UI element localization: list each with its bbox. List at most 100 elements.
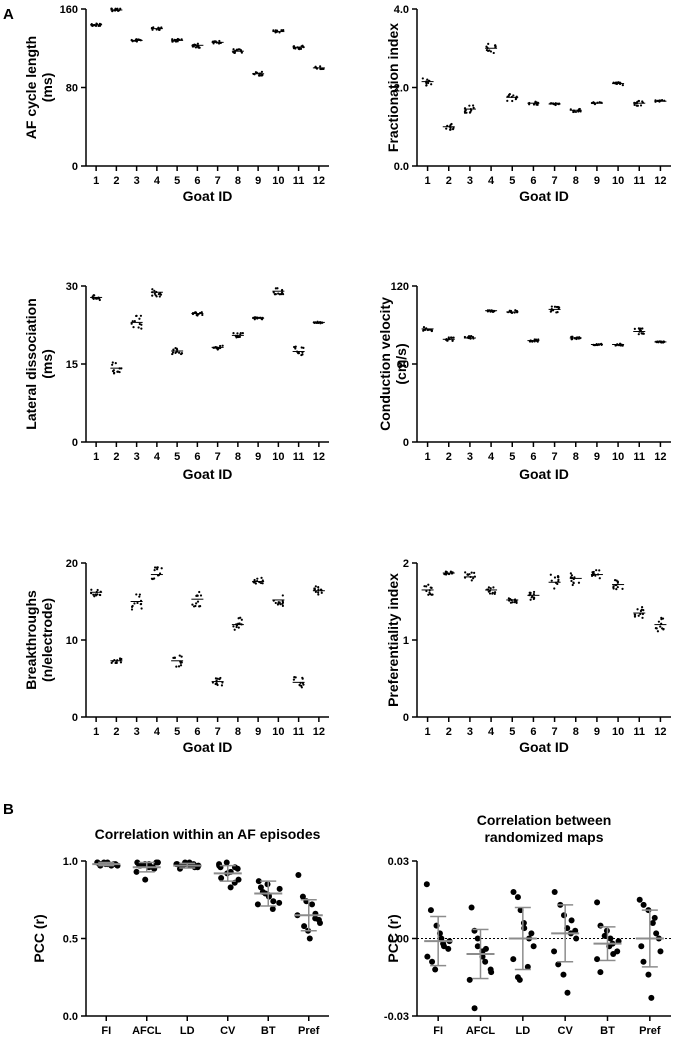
x-tick-label: 10	[612, 451, 624, 463]
chart-6: 0.0 0.5 1.0 FI AFCL LD CV BT Pref PCC (r) Correlat…	[31, 826, 329, 1037]
x-tick-label: 4	[488, 726, 495, 738]
data-point	[531, 340, 534, 343]
data-point	[663, 99, 666, 102]
data-point	[312, 915, 319, 922]
data-point	[221, 681, 224, 684]
data-point	[119, 7, 122, 10]
data-point	[111, 361, 114, 364]
data-point	[180, 655, 183, 658]
data-point	[488, 589, 492, 592]
data-point	[117, 9, 120, 12]
data-point	[556, 311, 559, 314]
x-tick-label: 7	[552, 726, 558, 738]
x-tick-label: 2	[113, 175, 119, 187]
data-point	[447, 336, 450, 339]
data-point	[537, 338, 540, 341]
data-point	[301, 44, 304, 47]
data-point	[511, 601, 514, 604]
data-point	[532, 103, 536, 106]
data-point	[471, 927, 478, 934]
data-point	[438, 935, 445, 942]
x-tick-label: CV	[220, 1025, 236, 1035]
data-point	[560, 971, 567, 978]
x-tick-label: 1	[425, 175, 431, 187]
data-point	[151, 294, 154, 297]
data-point	[471, 1005, 478, 1012]
data-point	[575, 336, 578, 339]
data-point	[218, 39, 221, 43]
data-point	[191, 603, 194, 606]
x-tick-label: 8	[235, 726, 241, 738]
data-point	[491, 309, 494, 312]
data-point	[662, 340, 665, 343]
x-tick-label: FI	[433, 1025, 443, 1035]
data-point	[531, 595, 534, 598]
data-point	[235, 623, 238, 626]
x-axis-label: Goat ID	[183, 466, 233, 482]
data-point	[274, 31, 277, 34]
y-axis-label: PCC (r)	[31, 914, 47, 962]
y-tick-label: 0	[403, 437, 409, 449]
data-point	[493, 592, 496, 595]
x-tick-label: 9	[255, 175, 261, 187]
data-point	[662, 627, 665, 631]
data-point	[654, 100, 657, 103]
data-point	[296, 46, 299, 49]
x-tick-label: 7	[552, 175, 558, 187]
data-point	[552, 102, 555, 105]
x-tick-label: 9	[594, 451, 600, 463]
data-point	[640, 901, 647, 908]
data-point	[193, 43, 196, 46]
data-point	[260, 70, 264, 73]
data-point	[509, 311, 512, 314]
x-tick-label: 12	[313, 175, 325, 187]
data-point	[317, 588, 320, 591]
data-point	[560, 912, 567, 919]
data-point	[237, 617, 240, 620]
y-axis-label-line: (ms)	[39, 73, 55, 103]
data-point	[635, 101, 639, 105]
y-axis-label: Fractionation index	[385, 23, 401, 152]
data-point	[175, 350, 178, 353]
data-point	[274, 601, 277, 605]
data-point	[463, 576, 467, 579]
data-point	[277, 601, 280, 604]
x-tick-label: AFCL	[132, 1025, 162, 1035]
x-tick-label: 4	[488, 175, 495, 187]
data-point	[320, 591, 323, 594]
data-point	[532, 592, 535, 596]
x-tick-label: 1	[425, 451, 431, 463]
data-point	[509, 598, 512, 601]
data-point	[473, 575, 476, 578]
data-point	[276, 885, 283, 892]
data-point	[425, 585, 428, 588]
data-point	[160, 567, 163, 570]
x-tick-label: 11	[633, 451, 645, 463]
data-point	[176, 40, 179, 43]
data-point	[138, 317, 141, 320]
data-point	[577, 108, 581, 111]
x-tick-label: 7	[215, 451, 221, 463]
y-axis-label: PCC (r)	[385, 914, 401, 962]
data-point	[95, 590, 98, 594]
data-point	[171, 40, 174, 43]
data-point	[116, 7, 119, 10]
data-point	[111, 363, 114, 366]
data-point	[300, 684, 303, 688]
x-tick-label: 4	[488, 451, 495, 463]
data-point	[301, 677, 304, 680]
x-tick-label: 6	[194, 451, 200, 463]
data-point	[473, 571, 476, 574]
data-point	[553, 576, 557, 579]
data-point	[241, 332, 244, 335]
data-point	[118, 370, 121, 374]
data-point	[201, 313, 204, 317]
y-axis-label: Lateral dissociation(ms)	[23, 298, 55, 429]
data-point	[597, 343, 601, 346]
data-point	[530, 943, 537, 950]
data-point	[633, 103, 636, 106]
data-point	[639, 327, 642, 330]
x-tick-label: 1	[93, 726, 99, 738]
data-point	[661, 617, 665, 620]
